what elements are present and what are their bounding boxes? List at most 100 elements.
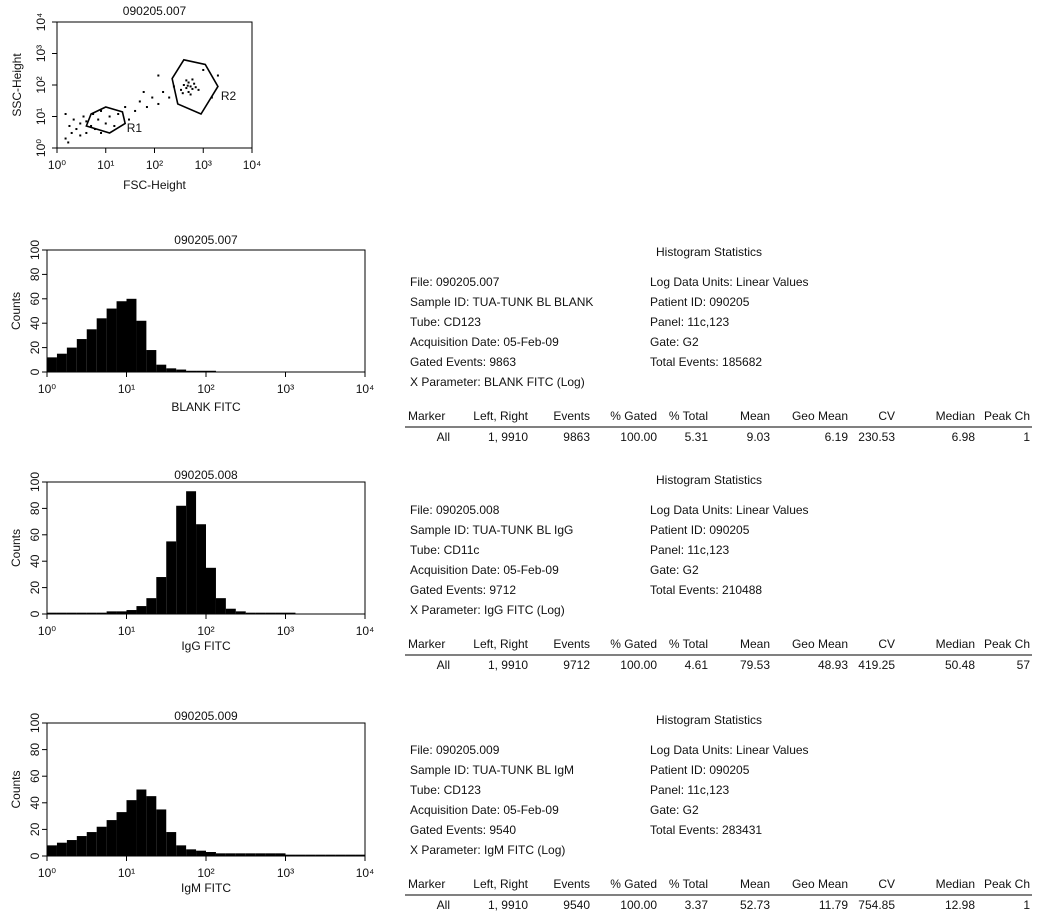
y-tick-label: 60 xyxy=(28,292,42,306)
table-cell: 9.03 xyxy=(747,430,771,444)
histogram-bar xyxy=(56,612,67,614)
stats-line: X Parameter: IgM FITC (Log) xyxy=(410,843,565,857)
histogram-bar xyxy=(235,853,246,856)
histogram-bar xyxy=(335,854,346,856)
stats-line: Total Events: 283431 xyxy=(650,823,762,837)
y-tick-label: 20 xyxy=(28,581,42,595)
x-tick-label: 10¹ xyxy=(97,158,114,172)
table-cell: All xyxy=(437,898,450,912)
point xyxy=(97,118,100,121)
stats-line: Patient ID: 090205 xyxy=(650,763,750,777)
histogram-bar xyxy=(255,853,266,856)
histogram-bar xyxy=(66,612,77,614)
table-header: Peak Ch xyxy=(984,409,1030,423)
table-cell: 419.25 xyxy=(858,658,895,672)
gate-label: R1 xyxy=(127,121,143,135)
histogram-bar xyxy=(206,567,216,614)
histogram-bar xyxy=(215,598,226,614)
point xyxy=(85,120,88,123)
histogram-bar xyxy=(47,357,57,372)
table-header: Marker xyxy=(408,877,445,891)
histogram-bar xyxy=(96,612,107,614)
histogram-bar xyxy=(245,853,256,856)
x-tick-label: 10³ xyxy=(277,624,294,638)
point xyxy=(168,96,171,99)
point xyxy=(216,74,219,77)
x-tick-label: 10⁴ xyxy=(243,158,262,172)
table-header: % Total xyxy=(669,409,708,423)
stats-line: File: 090205.007 xyxy=(410,275,500,289)
table-cell: 1, 9910 xyxy=(488,658,528,672)
stats-line: Panel: 11c,123 xyxy=(650,543,729,557)
table-header: Mean xyxy=(740,409,770,423)
histogram-bar xyxy=(176,369,187,372)
point xyxy=(128,118,131,121)
histogram-bar xyxy=(186,370,197,372)
table-header: Left, Right xyxy=(473,409,528,423)
histogram-bar xyxy=(305,854,316,856)
histogram-bar xyxy=(106,611,117,614)
stats-line: Sample ID: TUA-TUNK BL BLANK xyxy=(410,295,593,309)
histogram-bar xyxy=(196,370,206,372)
histogram-bar xyxy=(126,800,137,856)
histogram-bar xyxy=(206,370,216,372)
histogram-bar xyxy=(315,854,326,856)
histogram-bar xyxy=(116,812,127,856)
stats-line: Gated Events: 9863 xyxy=(410,355,516,369)
histogram-bar xyxy=(196,850,206,856)
x-tick-label: 10² xyxy=(146,158,163,172)
stats-heading: Histogram Statistics xyxy=(656,245,762,259)
histogram-bar xyxy=(86,832,97,856)
y-tick-label: 40 xyxy=(28,796,42,810)
table-cell: 79.53 xyxy=(740,658,770,672)
point xyxy=(138,100,141,103)
histogram-bar xyxy=(146,350,157,372)
histogram-bar xyxy=(136,320,147,372)
table-header: Events xyxy=(553,637,590,651)
point xyxy=(100,109,103,112)
table-header: Left, Right xyxy=(473,877,528,891)
stats-line: File: 090205.008 xyxy=(410,503,500,517)
stats-line: Patient ID: 090205 xyxy=(650,523,750,537)
stats-heading: Histogram Statistics xyxy=(656,713,762,727)
histogram-bar xyxy=(235,611,246,614)
histogram-bar xyxy=(96,318,107,372)
stats-line: Gate: G2 xyxy=(650,803,699,817)
x-tick-label: 10² xyxy=(197,382,214,396)
x-tick-label: 10⁴ xyxy=(356,624,375,638)
chart-title: 090205.007 xyxy=(123,4,187,18)
table-cell: 1 xyxy=(1023,430,1030,444)
y-tick-label: 60 xyxy=(28,769,42,783)
histogram-bar xyxy=(265,612,276,614)
table-header: % Gated xyxy=(610,409,657,423)
histogram-bar xyxy=(156,809,167,856)
histogram-bar xyxy=(275,853,286,856)
table-cell: 9863 xyxy=(563,430,590,444)
point xyxy=(85,131,88,134)
point xyxy=(191,87,194,90)
histogram-bar xyxy=(136,789,147,856)
table-header: % Total xyxy=(669,877,708,891)
y-tick-label: 10³ xyxy=(34,45,48,62)
point xyxy=(92,113,95,116)
x-tick-label: 10¹ xyxy=(118,866,135,880)
y-tick-label: 80 xyxy=(28,743,42,757)
point xyxy=(100,131,103,134)
histogram-bar xyxy=(156,577,167,614)
x-tick-label: 10³ xyxy=(195,158,212,172)
table-header: Median xyxy=(936,637,975,651)
histogram-bar xyxy=(116,611,127,614)
x-axis-label: IgG FITC xyxy=(181,639,231,653)
x-tick-label: 10⁴ xyxy=(356,382,375,396)
table-header: Mean xyxy=(740,877,770,891)
point xyxy=(64,113,67,116)
table-cell: 6.98 xyxy=(952,430,976,444)
stats-line: Tube: CD11c xyxy=(410,543,479,557)
table-cell: 5.31 xyxy=(685,430,709,444)
y-tick-label: 80 xyxy=(28,267,42,281)
histogram-bar xyxy=(355,854,365,856)
histogram-bar xyxy=(295,854,306,856)
table-header: Median xyxy=(936,877,975,891)
plot-frame xyxy=(46,481,366,615)
table-header: Geo Mean xyxy=(792,637,848,651)
